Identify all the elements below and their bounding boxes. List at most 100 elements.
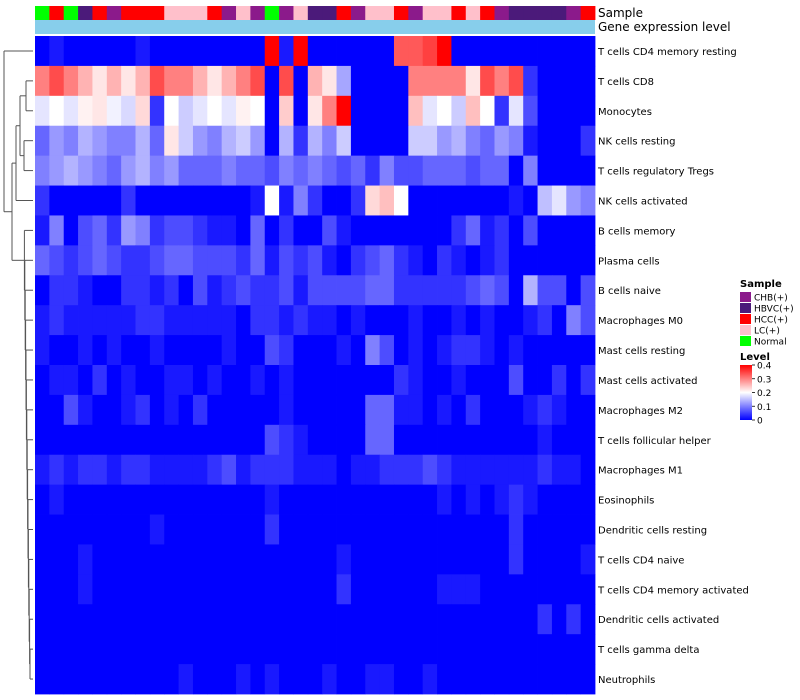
heatmap-cell [135, 36, 151, 67]
heatmap-cell [494, 574, 510, 605]
heatmap-cell [149, 185, 165, 216]
heatmap-cell [422, 574, 438, 605]
level-tick-label: 0.4 [757, 362, 772, 372]
heatmap-cell [164, 574, 179, 605]
heatmap-cell [566, 365, 582, 396]
heatmap-cell [494, 36, 510, 67]
heatmap-cell [465, 604, 481, 635]
heatmap-cell [236, 95, 251, 127]
heatmap-cell [523, 604, 538, 635]
heatmap-cell [221, 394, 237, 426]
heatmap-cell [135, 215, 151, 246]
heatmap-cell [422, 215, 438, 246]
heatmap-cell [480, 65, 495, 97]
heatmap-cell [149, 335, 165, 366]
row-label: Monocytes [598, 107, 652, 118]
heatmap-cell [379, 155, 395, 186]
heatmap-cell [494, 185, 510, 216]
heatmap-cell [293, 155, 309, 186]
heatmap-cell [322, 185, 337, 216]
heatmap-cell [523, 365, 538, 396]
heatmap-cell [49, 424, 65, 456]
heatmap-cell [250, 514, 266, 545]
heatmap-cell [63, 394, 79, 426]
heatmap-cell [580, 454, 596, 486]
heatmap-cell [78, 365, 93, 396]
heatmap-cell [379, 335, 395, 366]
heatmap-cell [92, 424, 108, 456]
heatmap-cell [121, 95, 136, 127]
heatmap-cell [192, 514, 208, 545]
heatmap-cell [178, 95, 194, 127]
heatmap-cell [49, 335, 65, 366]
heatmap-cell [537, 484, 553, 515]
heatmap-cell [178, 275, 194, 306]
level-tick-label: 0 [757, 417, 763, 427]
heatmap-cell [164, 215, 179, 246]
heatmap-cell [149, 544, 165, 575]
sample-legend-swatch [740, 303, 751, 313]
heatmap-cell [580, 185, 596, 216]
heatmap-cell [63, 424, 79, 456]
sample-legend-label: HCC(+) [754, 316, 788, 326]
heatmap-cell [551, 454, 567, 486]
heatmap-cell [78, 544, 93, 575]
heatmap-cell [451, 305, 467, 336]
heatmap-cell [63, 484, 79, 515]
heatmap-cell [279, 335, 294, 366]
heatmap-cell [523, 634, 538, 665]
heatmap-cell [566, 36, 582, 67]
heatmap-cell [135, 424, 151, 456]
heatmap-cell [365, 65, 381, 97]
heatmap-cell [192, 185, 208, 216]
heatmap-cell [293, 95, 309, 127]
heatmap-cell [480, 36, 495, 67]
heatmap-cell [63, 36, 79, 67]
heatmap-cell [508, 454, 524, 486]
heatmap-cell [164, 514, 179, 545]
heatmap-cell [135, 454, 151, 486]
heatmap-cell [221, 125, 237, 157]
heatmap-cell [121, 514, 136, 545]
heatmap-cell [508, 335, 524, 366]
heatmap-cell [365, 125, 381, 157]
heatmap-cell [451, 574, 467, 605]
heatmap-cell [49, 95, 65, 127]
heatmap-cell [164, 185, 179, 216]
heatmap-cell [537, 544, 553, 575]
heatmap-cell [207, 305, 223, 336]
heatmap-cell [422, 305, 438, 336]
heatmap-cell [264, 36, 280, 67]
heatmap-cell [236, 365, 251, 396]
heatmap-cell [393, 514, 409, 545]
heatmap-cell [279, 36, 294, 67]
heatmap-cell [350, 185, 366, 216]
heatmap-cell [422, 245, 438, 276]
heatmap-cell [336, 36, 352, 67]
heatmap-cell [379, 424, 395, 456]
heatmap-cell [121, 245, 136, 276]
heatmap-cell [192, 604, 208, 635]
heatmap-cell [49, 544, 65, 575]
heatmap-cell [35, 394, 50, 426]
heatmap-cell [408, 65, 424, 97]
heatmap-cell [279, 454, 294, 486]
heatmap-cell [135, 634, 151, 665]
heatmap-cell [92, 245, 108, 276]
heatmap-cell [135, 514, 151, 545]
heatmap-cell [580, 484, 596, 515]
heatmap-cell [293, 245, 309, 276]
heatmap-cell [293, 514, 309, 545]
heatmap-cell [580, 155, 596, 186]
heatmap-cell [121, 155, 136, 186]
heatmap-cell [221, 664, 237, 695]
heatmap-cell [365, 215, 381, 246]
heatmap-cell [35, 155, 50, 186]
heatmap-cell [551, 664, 567, 695]
heatmap-cell [121, 335, 136, 366]
heatmap-cell [408, 155, 424, 186]
heatmap-cell [307, 514, 323, 545]
heatmap-cell [236, 305, 251, 336]
heatmap-cell [336, 305, 352, 336]
heatmap-cell [149, 365, 165, 396]
